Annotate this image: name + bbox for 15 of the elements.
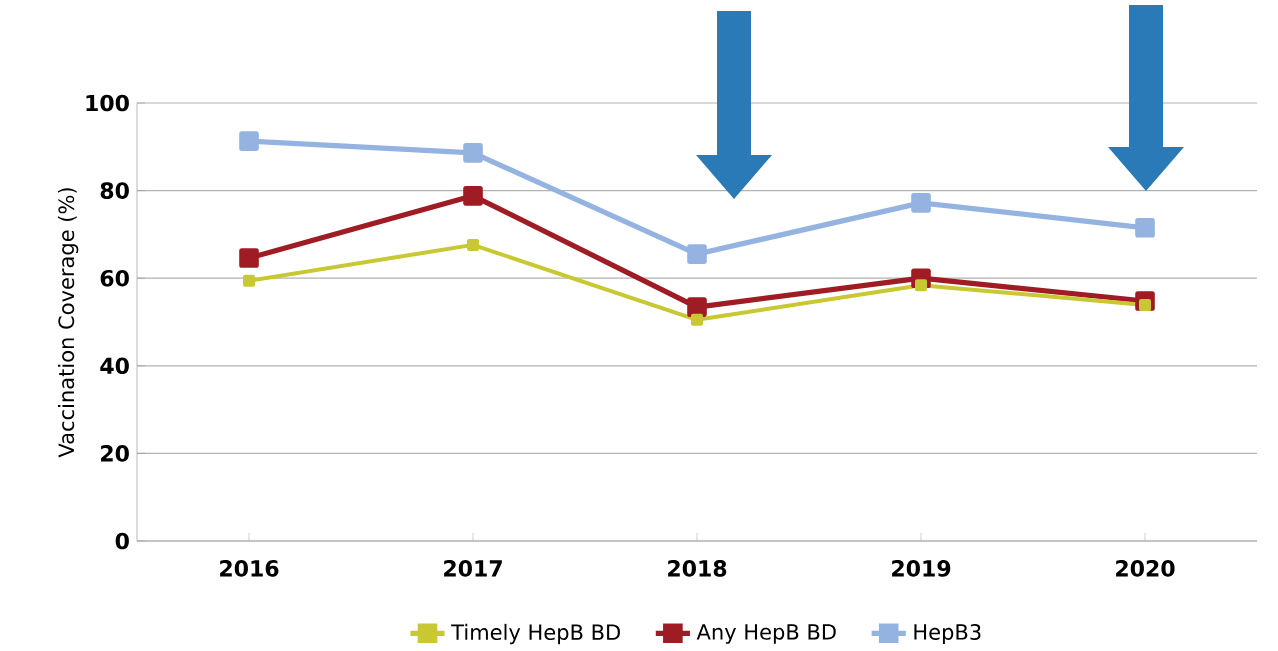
x-tick-label: 2019 — [892, 560, 951, 577]
x-tick-label: 2016 — [220, 560, 279, 577]
legend-label: Any HepB BD — [696, 624, 836, 644]
y-tick-label: 20 — [101, 445, 129, 462]
x-tick-label: 2020 — [1116, 560, 1175, 577]
legend-label: Timely HepB BD — [451, 623, 620, 645]
x-tick-label: 2017 — [444, 560, 502, 577]
y-axis-title: Vaccination Coverage (%) — [57, 188, 79, 458]
legend-label: HepB3 — [914, 624, 981, 644]
y-tick-label: 100 — [86, 94, 129, 112]
y-tick-label: 0 — [115, 532, 129, 550]
x-tick-label: 2018 — [668, 560, 727, 577]
y-tick-label: 80 — [100, 182, 129, 199]
y-tick-label: 60 — [100, 269, 129, 287]
y-tick-label: 40 — [100, 357, 129, 375]
